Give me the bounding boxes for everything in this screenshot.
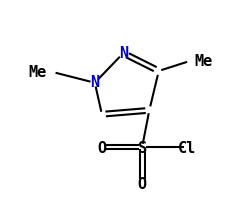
Text: Cl: Cl [178, 141, 196, 156]
Text: Me: Me [195, 54, 213, 69]
Text: S: S [138, 141, 147, 156]
Text: O: O [138, 177, 147, 192]
Text: O: O [97, 141, 106, 156]
Text: Me: Me [29, 65, 47, 80]
Text: N: N [90, 75, 99, 90]
Text: N: N [119, 46, 128, 61]
